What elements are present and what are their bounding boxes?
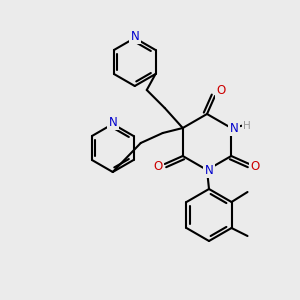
Text: O: O <box>153 160 162 172</box>
Text: N: N <box>108 116 117 128</box>
Text: O: O <box>250 160 260 172</box>
Text: H: H <box>243 121 251 131</box>
Text: N: N <box>130 29 139 43</box>
Text: N: N <box>230 122 239 134</box>
Text: N: N <box>205 164 213 176</box>
Text: O: O <box>216 85 226 98</box>
